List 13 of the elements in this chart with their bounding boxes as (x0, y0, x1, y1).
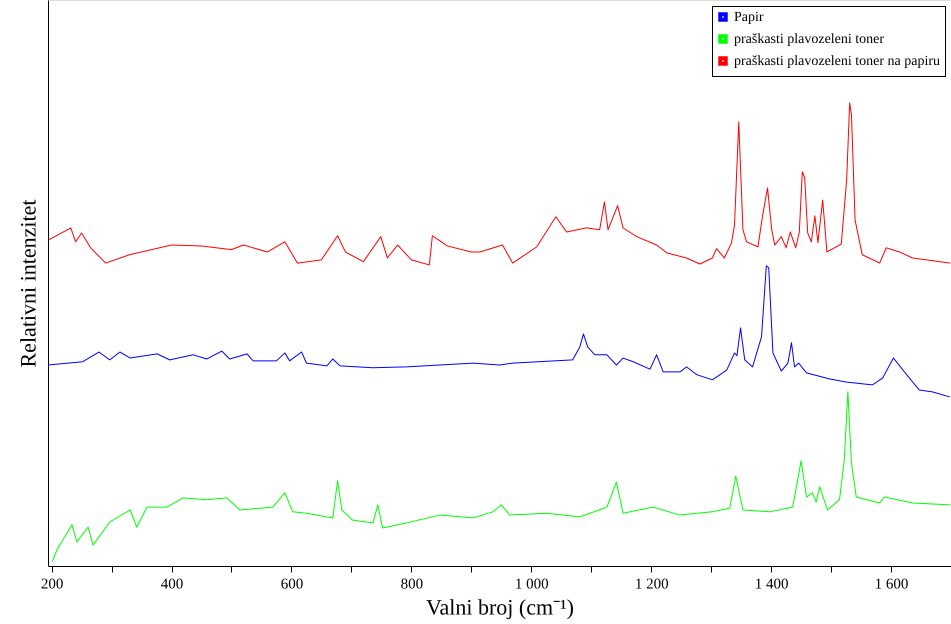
legend-label: praškasti plavozeleni toner na papiru (734, 54, 940, 69)
x-axis-title: Valni broj (cm⁻¹) (426, 594, 574, 620)
y-axis-title: Relativni intenzitet (16, 199, 40, 368)
x-tick-label: 1 200 (634, 576, 669, 592)
x-tick-label: 600 (280, 576, 304, 592)
legend-label: Papir (734, 10, 764, 25)
x-tick-label: 1 400 (754, 576, 788, 592)
x-tick-label: 1 600 (874, 576, 908, 592)
x-tick-label: 800 (400, 576, 424, 592)
x-tick-label: 1 000 (514, 576, 549, 592)
x-tick-label: 400 (160, 576, 184, 592)
legend-label: praškasti plavozeleni toner (734, 32, 884, 47)
x-tick-label: 200 (40, 576, 64, 592)
